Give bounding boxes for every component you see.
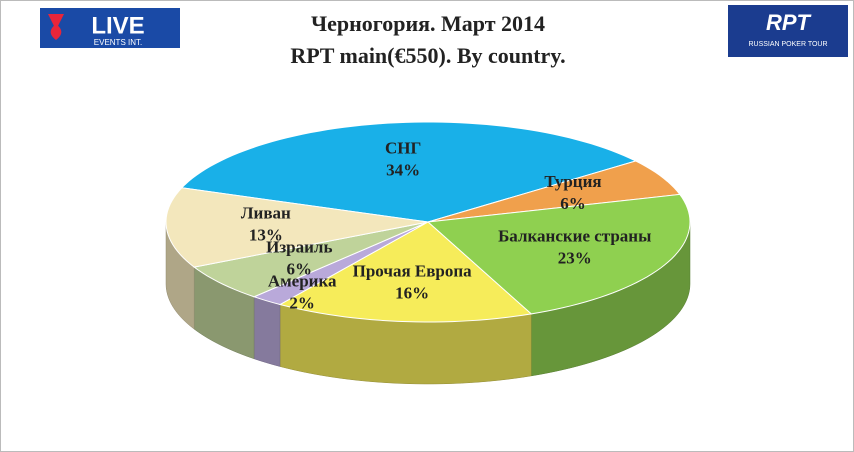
pie-labels: СНГ 34% Турция 6% Балканские страны 23% Прочая… bbox=[241, 139, 652, 313]
logo-text: RPT bbox=[766, 10, 812, 35]
slice-label: Прочая Европа bbox=[353, 262, 473, 281]
slice bbox=[426, 193, 691, 315]
slice bbox=[192, 221, 429, 298]
slice bbox=[427, 160, 681, 223]
chart-subtitle: RPT main(€550). By country. bbox=[290, 43, 565, 68]
right-logo: RPT RUSSIAN POKER TOUR bbox=[728, 5, 848, 57]
logo-subtext: RUSSIAN POKER TOUR bbox=[748, 41, 827, 48]
slice-label: Ливан bbox=[241, 204, 291, 223]
logo-icon bbox=[48, 14, 64, 40]
slice-value-label: 6% bbox=[287, 260, 313, 279]
slice bbox=[180, 121, 637, 223]
slice-value-label: 23% bbox=[558, 249, 592, 268]
slice-label: Израиль bbox=[266, 238, 332, 257]
logo-text: LIVE bbox=[91, 12, 144, 39]
slice-label: СНГ bbox=[385, 139, 421, 158]
slice-value-label: 34% bbox=[386, 161, 420, 180]
slice-label: Балканские страны bbox=[498, 227, 651, 246]
slice-label: Америка bbox=[268, 271, 337, 290]
chart-title: Черногория. Март 2014 bbox=[311, 11, 545, 36]
slice-side bbox=[253, 296, 281, 367]
slice bbox=[278, 221, 533, 323]
slice-value-label: 13% bbox=[249, 226, 283, 245]
slice-value-label: 6% bbox=[560, 194, 586, 213]
slice bbox=[165, 187, 429, 268]
logo-box bbox=[728, 5, 848, 57]
left-logo: LIVE EVENTS INT. bbox=[40, 8, 180, 48]
slice-value-label: 2% bbox=[289, 293, 315, 312]
slice-label: Турция bbox=[544, 172, 601, 191]
slice-value-label: 16% bbox=[395, 284, 429, 303]
pie-tops bbox=[165, 121, 691, 323]
logo-subtext: EVENTS INT. bbox=[94, 38, 142, 47]
